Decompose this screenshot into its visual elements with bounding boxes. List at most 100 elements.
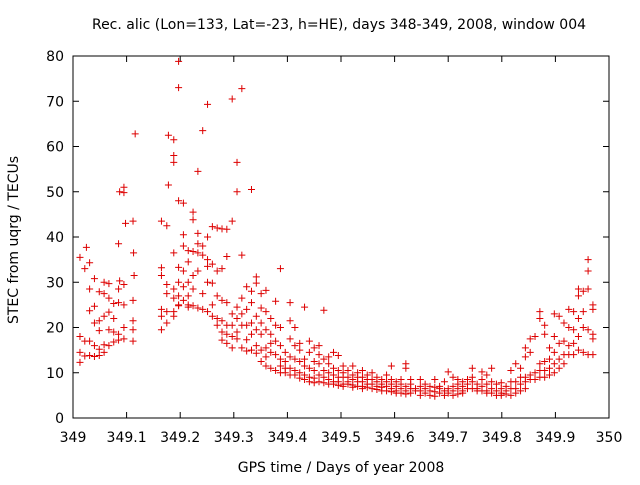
data-point bbox=[194, 240, 202, 248]
data-point bbox=[416, 376, 424, 384]
data-point bbox=[444, 389, 452, 397]
data-point bbox=[120, 301, 128, 309]
data-point bbox=[110, 314, 118, 322]
data-point bbox=[521, 353, 529, 361]
data-point bbox=[560, 319, 568, 327]
data-point bbox=[252, 326, 260, 334]
data-point bbox=[110, 300, 118, 308]
data-point bbox=[120, 324, 128, 331]
y-tick-label: 60 bbox=[46, 140, 64, 156]
data-point bbox=[233, 328, 241, 336]
data-point bbox=[213, 292, 221, 300]
data-point bbox=[334, 366, 342, 374]
data-point bbox=[90, 352, 98, 360]
data-point bbox=[541, 330, 549, 338]
data-point bbox=[257, 357, 265, 365]
data-point bbox=[315, 371, 323, 379]
data-point bbox=[223, 330, 231, 338]
data-point bbox=[320, 366, 328, 374]
data-point bbox=[358, 385, 366, 393]
data-point bbox=[170, 285, 178, 293]
data-point bbox=[397, 389, 405, 397]
data-point bbox=[204, 278, 212, 286]
data-point bbox=[194, 267, 202, 275]
data-point bbox=[115, 240, 123, 248]
data-point bbox=[555, 339, 563, 347]
data-point bbox=[584, 326, 592, 334]
data-point bbox=[286, 364, 294, 372]
data-point bbox=[272, 321, 280, 329]
data-point bbox=[296, 346, 304, 354]
data-point bbox=[262, 353, 270, 361]
data-point bbox=[204, 308, 212, 316]
y-tick-label: 30 bbox=[46, 275, 64, 291]
data-point bbox=[115, 330, 123, 338]
data-point bbox=[281, 357, 289, 365]
data-point bbox=[95, 352, 103, 360]
data-point bbox=[120, 335, 128, 343]
data-point bbox=[175, 278, 183, 286]
data-point bbox=[358, 366, 366, 374]
data-point bbox=[550, 310, 558, 318]
data-point bbox=[589, 305, 597, 313]
data-point bbox=[570, 351, 578, 359]
data-point bbox=[521, 378, 529, 386]
data-point bbox=[223, 252, 231, 260]
data-point bbox=[276, 324, 284, 331]
data-point bbox=[436, 389, 444, 397]
data-point bbox=[175, 84, 183, 92]
data-point bbox=[492, 380, 500, 388]
data-point bbox=[488, 389, 496, 397]
data-point bbox=[81, 265, 89, 273]
data-point bbox=[189, 247, 197, 255]
data-point bbox=[163, 222, 171, 230]
data-point bbox=[194, 229, 202, 237]
data-point bbox=[272, 351, 280, 359]
data-point bbox=[305, 364, 313, 372]
data-point bbox=[213, 314, 221, 322]
data-point bbox=[199, 242, 207, 250]
data-point bbox=[320, 379, 328, 387]
data-point bbox=[199, 305, 207, 313]
data-point bbox=[531, 369, 539, 377]
data-point bbox=[120, 189, 128, 197]
data-point bbox=[383, 387, 391, 395]
data-point bbox=[115, 285, 123, 293]
data-point bbox=[349, 362, 357, 370]
data-point bbox=[281, 369, 289, 377]
data-point bbox=[383, 371, 391, 379]
data-point bbox=[339, 382, 347, 390]
y-tick-label: 20 bbox=[46, 321, 64, 337]
data-point bbox=[565, 342, 573, 350]
data-point bbox=[157, 271, 165, 279]
data-point bbox=[541, 373, 549, 381]
data-point bbox=[238, 294, 246, 302]
data-point bbox=[243, 347, 251, 355]
data-point bbox=[76, 358, 84, 366]
data-point bbox=[468, 364, 476, 372]
data-point bbox=[262, 286, 270, 294]
data-point bbox=[272, 366, 280, 374]
data-point bbox=[105, 342, 113, 350]
data-point bbox=[363, 383, 371, 391]
data-point bbox=[276, 362, 284, 370]
data-point bbox=[238, 251, 246, 259]
data-point bbox=[105, 308, 113, 316]
data-point bbox=[90, 319, 98, 327]
data-point bbox=[163, 308, 171, 316]
data-point bbox=[550, 360, 558, 368]
data-point bbox=[262, 344, 270, 352]
data-point bbox=[267, 364, 275, 372]
data-point bbox=[130, 271, 138, 279]
data-point bbox=[291, 371, 299, 379]
data-point bbox=[276, 355, 284, 363]
data-point bbox=[233, 158, 241, 166]
data-point bbox=[163, 290, 171, 298]
data-point bbox=[170, 312, 178, 320]
data-point bbox=[95, 345, 103, 353]
data-point bbox=[483, 371, 491, 379]
data-point bbox=[233, 303, 241, 311]
data-point bbox=[272, 297, 280, 305]
data-point bbox=[175, 302, 183, 310]
